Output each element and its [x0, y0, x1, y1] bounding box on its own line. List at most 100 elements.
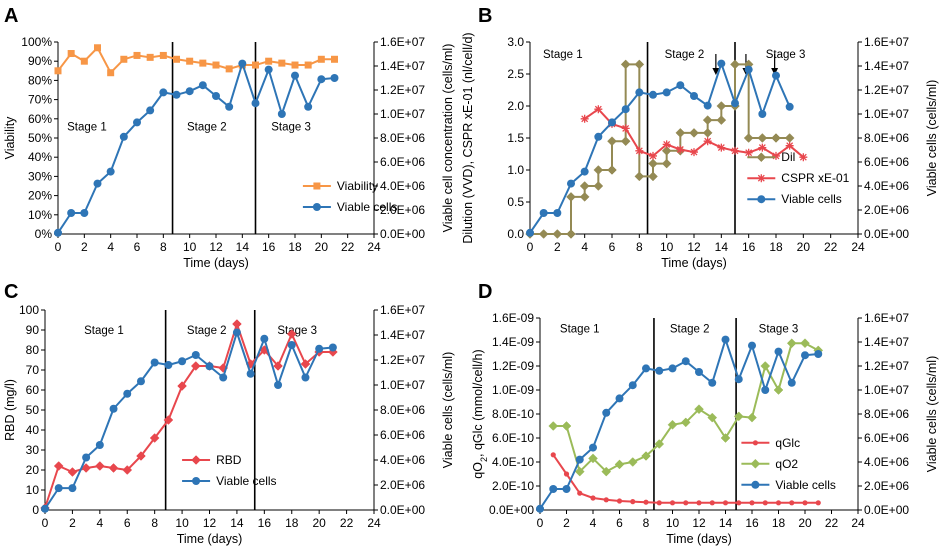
- data-point: [539, 209, 548, 217]
- series-line: [539, 338, 819, 510]
- legend-label: qO2: [775, 457, 798, 471]
- x-tick-label: 0: [55, 240, 62, 254]
- data-point: [566, 192, 576, 202]
- x-tick-label: 4: [590, 516, 597, 530]
- data-point: [536, 504, 544, 513]
- legend-swatch-marker: [192, 477, 201, 485]
- legend-label: Viable cells: [775, 478, 835, 492]
- data-point: [277, 110, 286, 118]
- y2-tick-label: 2.0E+06: [380, 203, 425, 217]
- x-tick-label: 0: [537, 516, 544, 530]
- data-point: [744, 148, 753, 157]
- y2-tick-label: 1.4E+07: [864, 59, 909, 73]
- data-point: [680, 417, 691, 428]
- data-point: [205, 362, 214, 371]
- y-tick-label: 4.0E-10: [492, 455, 534, 469]
- x-tick-label: 0: [42, 516, 49, 530]
- legend-label: RBD: [216, 453, 242, 467]
- series-viable-cells: [54, 59, 339, 237]
- x-tick-label: 20: [312, 516, 326, 530]
- data-point: [219, 373, 228, 382]
- y-tick-label: 60: [26, 383, 40, 397]
- x-tick-label: 14: [715, 240, 729, 254]
- data-point: [784, 133, 795, 143]
- data-point: [799, 153, 808, 162]
- x-tick-label: 16: [745, 516, 759, 530]
- series-line: [57, 62, 335, 234]
- data-point: [95, 441, 104, 449]
- y-axis-title: RBD (mg/l): [3, 379, 17, 441]
- data-point: [580, 114, 589, 123]
- panel-letter: B: [478, 5, 492, 27]
- data-point: [238, 59, 247, 68]
- y-tick-label: 2.0: [507, 99, 524, 113]
- data-point: [264, 65, 273, 74]
- data-point: [212, 92, 220, 100]
- legend: Viability Viable cells: [302, 179, 397, 214]
- data-point: [648, 171, 658, 182]
- x-tick-label: 22: [341, 240, 355, 254]
- data-point: [563, 471, 570, 477]
- legend-swatch-marker: [757, 195, 766, 204]
- legend-swatch-marker: [752, 440, 759, 446]
- data-point: [580, 167, 589, 176]
- y-axis-title-part: qO: [471, 462, 485, 479]
- y-tick-label: 0%: [35, 227, 53, 241]
- data-point: [291, 61, 299, 69]
- y-tick-label: 70%: [28, 93, 52, 107]
- data-point: [789, 500, 795, 506]
- x-tick-label: 18: [285, 516, 299, 530]
- data-point: [287, 341, 296, 349]
- y-axis-title: qO2, qGlc (mmol/cell/h): [471, 349, 489, 478]
- data-point: [608, 118, 616, 127]
- series-viability: [54, 44, 338, 77]
- data-point: [286, 329, 297, 339]
- data-point: [743, 133, 754, 143]
- x-tick-label: 16: [258, 516, 272, 530]
- x-axis-title: Time (days): [661, 256, 727, 270]
- y-axis-title-part: , qGlc (mmol/cell/h): [471, 349, 485, 457]
- data-point: [662, 140, 671, 149]
- data-point: [702, 115, 713, 125]
- series-line: [57, 46, 335, 74]
- legend: qGlc qO2 Viable cells: [741, 436, 836, 492]
- data-point: [721, 335, 730, 344]
- annotation-arrow-head: [771, 68, 779, 75]
- data-point: [621, 124, 630, 133]
- data-point: [771, 133, 781, 143]
- data-point: [814, 350, 823, 358]
- data-point: [106, 167, 115, 176]
- x-tick-label: 6: [609, 240, 616, 254]
- data-point: [675, 128, 686, 138]
- y-tick-label: 8.0E-10: [492, 407, 534, 421]
- data-point: [300, 359, 311, 369]
- data-point: [641, 451, 651, 461]
- y2-axis-title: Viable cells (cells/ml): [925, 80, 939, 196]
- data-point: [185, 87, 194, 96]
- x-axis-title: Time (days): [177, 532, 243, 546]
- y-tick-label: 1.0E-09: [492, 383, 534, 397]
- data-point: [575, 455, 584, 464]
- data-point: [146, 53, 154, 61]
- data-point: [716, 101, 727, 111]
- data-point: [656, 500, 662, 506]
- x-tick-label: 10: [660, 240, 674, 254]
- data-point: [785, 141, 794, 150]
- y-tick-label: 70: [26, 363, 40, 377]
- y-tick-label: 2.5: [507, 67, 524, 81]
- y-tick-label: 10%: [28, 208, 52, 222]
- y2-tick-label: 8.0E+06: [380, 403, 425, 417]
- panel-letter: D: [478, 281, 492, 303]
- data-point: [669, 500, 676, 506]
- data-point: [747, 412, 757, 423]
- data-point: [136, 377, 145, 386]
- data-point: [649, 151, 657, 160]
- data-point: [749, 500, 755, 506]
- data-point: [579, 192, 590, 202]
- data-point: [681, 357, 690, 366]
- data-point: [627, 457, 638, 467]
- data-point: [593, 165, 604, 175]
- x-tick-label: 24: [367, 516, 381, 530]
- y-axis-title: Viability: [3, 116, 17, 160]
- y-tick-label: 50: [26, 403, 40, 417]
